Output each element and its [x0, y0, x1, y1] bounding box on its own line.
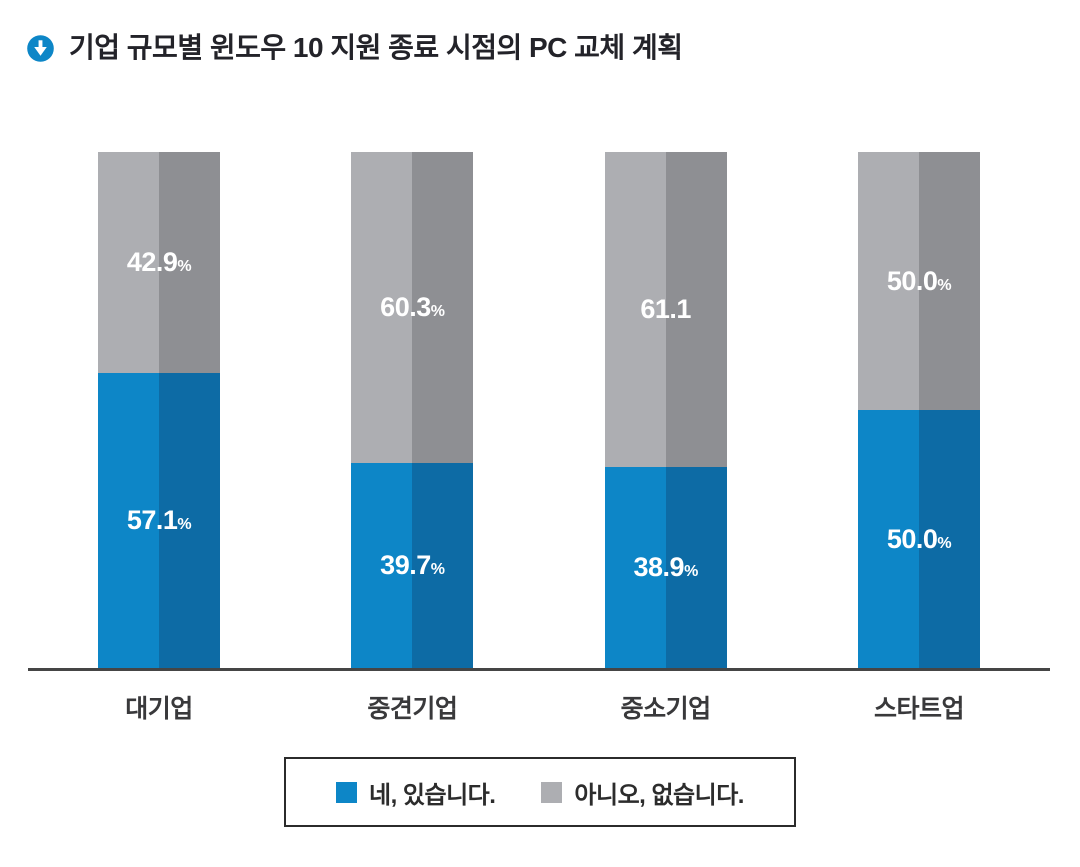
category-label: 대기업	[125, 695, 193, 723]
category-label: 중소기업	[620, 695, 712, 723]
bar-segment-yes: 39.7%	[351, 463, 474, 668]
bar-column: 60.3% 39.7%	[351, 152, 474, 668]
bar-segment-yes: 57.1%	[98, 373, 220, 668]
bar-segment-no: 50.0%	[857, 152, 980, 410]
value-label: 60.3%	[380, 292, 445, 323]
chart-page: 기업 규모별 윈도우 10 지원 종료 시점의 PC 교체 계획 42.9% 57…	[0, 0, 1080, 827]
bar-segment-no: 42.9%	[98, 152, 220, 374]
value-label: 50.0%	[886, 523, 952, 554]
bar-segment-yes: 38.9%	[604, 467, 727, 668]
value-label: 61.1	[640, 294, 691, 325]
bar-segment-no: 61.1	[604, 152, 727, 468]
value-label: 42.9%	[126, 247, 192, 278]
category-label: 스타트업	[873, 695, 965, 723]
legend-label-no: 아니오, 없습니다.	[574, 781, 744, 809]
x-axis-labels: 대기업 중견기업 중소기업 스타트업	[98, 689, 980, 725]
value-label: 38.9%	[633, 552, 699, 583]
legend-item-no: 아니오, 없습니다.	[541, 775, 744, 810]
x-axis-line	[28, 668, 1050, 671]
legend-item-yes: 네, 있습니다.	[336, 775, 496, 810]
bars-area: 42.9% 57.1% 60.3% 39.7% 61.1 38.9% 50.0% 50.0%	[98, 152, 980, 668]
chart-header: 기업 규모별 윈도우 10 지원 종료 시점의 PC 교체 계획	[0, 0, 1080, 64]
chart-title: 기업 규모별 윈도우 10 지원 종료 시점의 PC 교체 계획	[69, 31, 683, 63]
legend-swatch-yes	[336, 781, 357, 803]
stacked-bar-chart: 42.9% 57.1% 60.3% 39.7% 61.1 38.9% 50.0% 50.0% …	[0, 152, 1080, 725]
value-label: 50.0%	[886, 265, 952, 296]
legend-label-yes: 네, 있습니다.	[369, 781, 496, 809]
circle-arrow-down-icon	[27, 34, 54, 62]
legend-box: 네, 있습니다. 아니오, 없습니다.	[284, 757, 796, 827]
category-label: 중견기업	[367, 695, 458, 723]
value-label: 57.1%	[126, 505, 192, 536]
bar-column: 61.1 38.9%	[604, 152, 727, 668]
bar-column: 50.0% 50.0%	[857, 152, 980, 668]
bar-column: 42.9% 57.1%	[98, 152, 220, 668]
legend-swatch-no	[541, 781, 563, 803]
bar-segment-no: 60.3%	[351, 152, 474, 464]
bar-segment-yes: 50.0%	[857, 410, 980, 668]
value-label: 39.7%	[380, 550, 445, 581]
